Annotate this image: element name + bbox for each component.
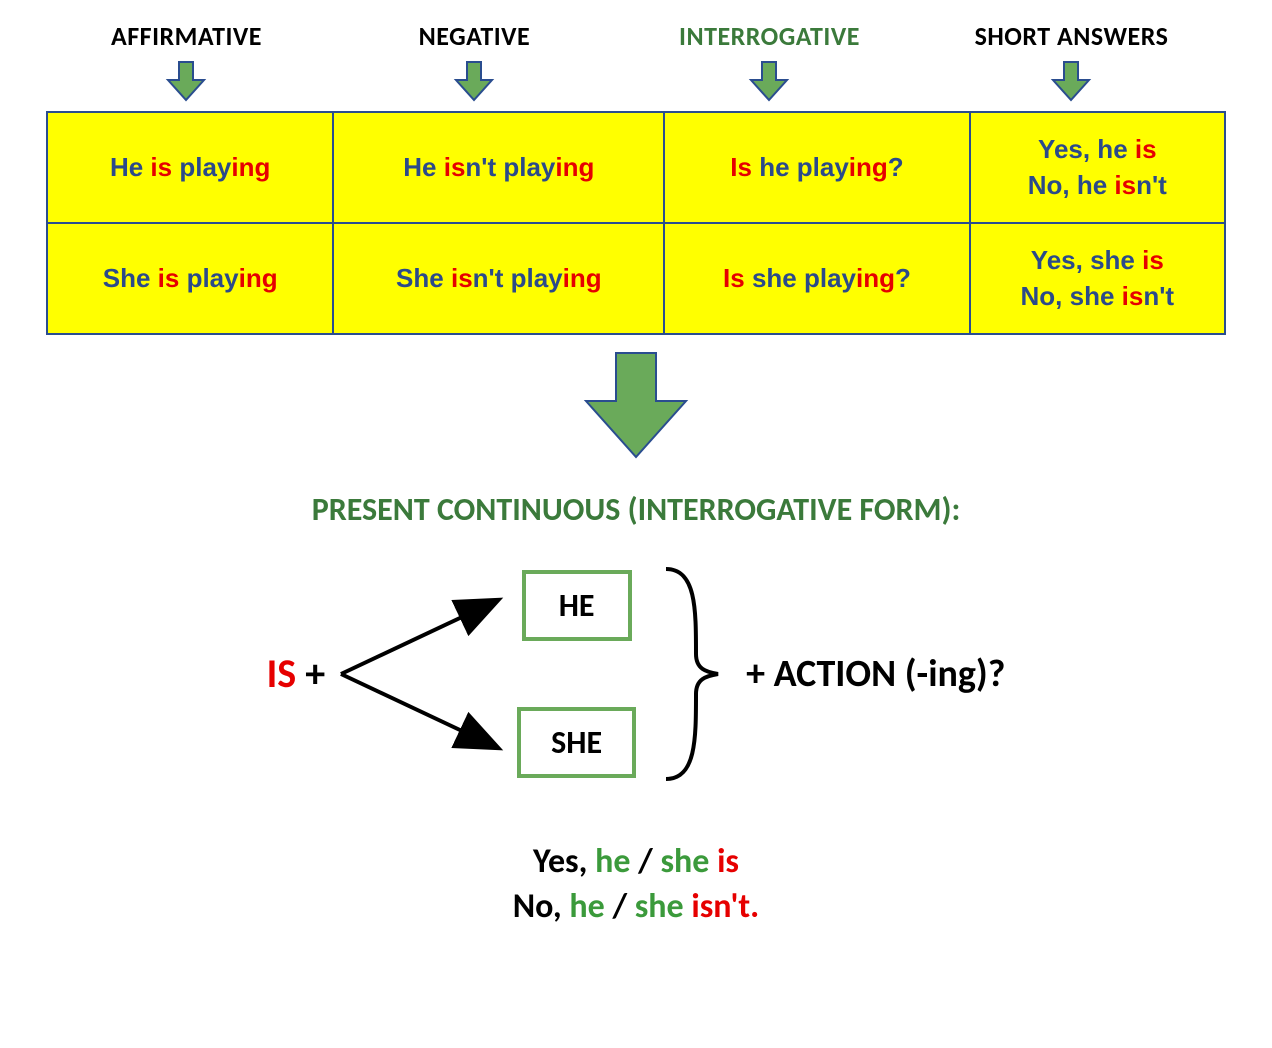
header-short-answers: SHORT ANSWERS [917, 20, 1226, 52]
table-row: She is playingShe isn't playingIs she pl… [47, 223, 1225, 334]
cell-affirmative: He is playing [47, 112, 333, 223]
answers-line-1: Yes, he / she is [46, 839, 1226, 885]
answers-line-2: No, he / she isn't. [46, 884, 1226, 930]
arrow-down-icon [327, 58, 622, 107]
cell-short-answers: Yes, she isNo, she isn't [970, 223, 1225, 334]
formula-is-plus: IS + [267, 649, 326, 698]
is-text: IS [267, 649, 297, 698]
cell-affirmative: She is playing [47, 223, 333, 334]
arrow-down-icon [46, 58, 327, 107]
action-text: + ACTION (-ing)? [746, 651, 1005, 697]
table-row: He is playingHe isn't playingIs he playi… [47, 112, 1225, 223]
grammar-table: He is playingHe isn't playingIs he playi… [46, 111, 1226, 335]
section-title: PRESENT CONTINUOUS (INTERROGATIVE FORM): [46, 490, 1226, 529]
plus-text: + [296, 649, 325, 698]
small-arrows-row [46, 58, 1226, 107]
cell-short-answers: Yes, he isNo, he isn't [970, 112, 1225, 223]
answers-block: Yes, he / she is No, he / she isn't. [46, 839, 1226, 931]
branch-arrows-icon [331, 569, 511, 779]
arrow-down-icon [917, 58, 1226, 107]
cell-interrogative: Is she playing? [664, 223, 969, 334]
curly-bracket-icon [656, 559, 726, 789]
he-box: HE [522, 570, 632, 641]
column-headers-row: AFFIRMATIVE NEGATIVE INTERROGATIVE SHORT… [46, 20, 1226, 52]
cell-negative: He isn't playing [333, 112, 664, 223]
big-arrow-wrap [46, 345, 1226, 470]
header-negative: NEGATIVE [327, 20, 622, 52]
cell-interrogative: Is he playing? [664, 112, 969, 223]
header-affirmative: AFFIRMATIVE [46, 20, 327, 52]
arrow-down-icon [622, 58, 917, 107]
cell-negative: She isn't playing [333, 223, 664, 334]
pronoun-stack: HE SHE [517, 570, 636, 778]
formula-diagram: IS + HE SHE + ACTION (-ing)? [46, 559, 1226, 789]
she-box: SHE [517, 707, 636, 778]
header-interrogative: INTERROGATIVE [622, 20, 917, 52]
big-arrow-down-icon [576, 345, 696, 465]
